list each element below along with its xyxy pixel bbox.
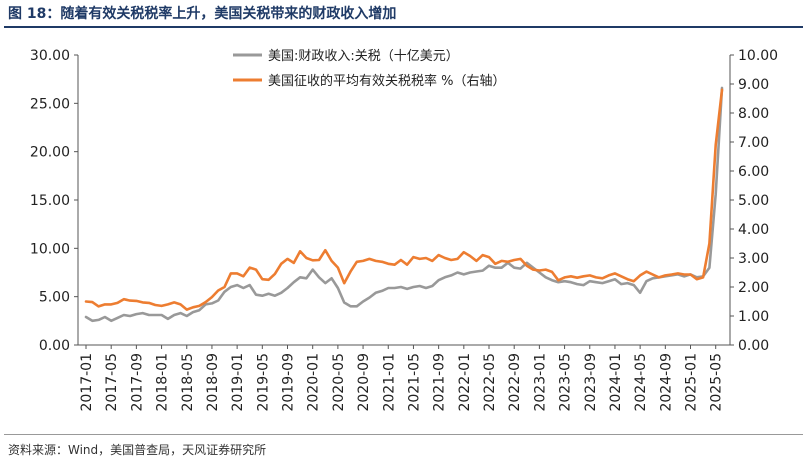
x-tick-label: 2020-05 bbox=[331, 353, 347, 412]
x-tick-label: 2019-01 bbox=[230, 353, 246, 412]
x-tick-label: 2024-09 bbox=[658, 353, 674, 412]
x-tick-label: 2023-05 bbox=[558, 353, 574, 412]
chart-series bbox=[84, 86, 724, 323]
x-tick-label: 2020-09 bbox=[356, 353, 372, 412]
x-tick-label: 2019-09 bbox=[281, 353, 297, 412]
x-tick-label: 2017-09 bbox=[129, 353, 145, 412]
x-tick-label: 2022-01 bbox=[457, 353, 473, 412]
x-tick-label: 2024-01 bbox=[608, 353, 624, 412]
x-tick-label: 2018-01 bbox=[155, 353, 171, 412]
y-tick-label-left: 30.00 bbox=[30, 48, 70, 64]
chart-legend: 美国:财政收入:关税（十亿美元） 美国征收的平均有效关税税率 %（右轴） bbox=[233, 49, 506, 89]
y-tick-label-right: 2.00 bbox=[738, 280, 769, 296]
x-tick-label: 2021-05 bbox=[406, 353, 422, 412]
y-tick-label-right: 9.00 bbox=[738, 77, 769, 93]
x-tick-label: 2019-05 bbox=[255, 353, 271, 412]
figure-title: 图 18：随着有效关税税率上升，美国关税带来的财政收入增加 bbox=[8, 6, 397, 22]
y-tick-label-left: 20.00 bbox=[30, 145, 70, 161]
y-tick-label-left: 15.00 bbox=[30, 193, 70, 209]
y-tick-label-right: 1.00 bbox=[738, 309, 769, 325]
y-tick-label-left: 10.00 bbox=[30, 241, 70, 257]
x-tick-label: 2017-05 bbox=[104, 353, 120, 412]
title-rule bbox=[4, 26, 803, 28]
y-tick-label-right: 4.00 bbox=[738, 222, 769, 238]
y-tick-label-right: 7.00 bbox=[738, 135, 769, 151]
figure-source: 资料来源：Wind，美国普查局，天风证券研究所 bbox=[8, 443, 267, 457]
x-tick-label: 2020-01 bbox=[306, 353, 322, 412]
x-tick-label: 2017-01 bbox=[79, 353, 95, 412]
x-tick-label: 2025-01 bbox=[684, 353, 700, 412]
chart-axes: 0.00 5.00 10.00 15.00 20.00 25.00 30.00 0.00 1.0… bbox=[30, 48, 778, 412]
x-tick-label: 2021-09 bbox=[432, 353, 448, 412]
y-tick-label-right: 3.00 bbox=[738, 251, 769, 267]
y-tick-label-left: 25.00 bbox=[30, 96, 70, 112]
legend-label: 美国征收的平均有效关税税率 %（右轴） bbox=[268, 73, 506, 89]
x-tick-label: 2025-05 bbox=[709, 353, 725, 412]
x-tick-label: 2023-09 bbox=[583, 353, 599, 412]
x-tick-label: 2022-05 bbox=[482, 353, 498, 412]
y-tick-label-right: 0.00 bbox=[738, 338, 769, 354]
y-tick-label-right: 5.00 bbox=[738, 193, 769, 209]
x-tick-label: 2022-09 bbox=[507, 353, 523, 412]
legend-label: 美国:财政收入:关税（十亿美元） bbox=[268, 49, 459, 64]
y-tick-label-left: 0.00 bbox=[39, 338, 70, 354]
source-rule bbox=[4, 434, 803, 435]
y-tick-label-right: 8.00 bbox=[738, 106, 769, 122]
x-tick-label: 2018-05 bbox=[180, 353, 196, 412]
y-tick-label-right: 10.00 bbox=[738, 48, 778, 64]
x-tick-label: 2018-09 bbox=[205, 353, 221, 412]
y-tick-label-left: 5.00 bbox=[39, 290, 70, 306]
series-line-effective-tariff-rate bbox=[84, 88, 724, 311]
x-tick-label: 2024-05 bbox=[633, 353, 649, 412]
series-line-tariff-revenue bbox=[84, 86, 724, 323]
y-tick-label-right: 6.00 bbox=[738, 164, 769, 180]
x-tick-label: 2023-01 bbox=[532, 353, 548, 412]
x-tick-label: 2021-01 bbox=[381, 353, 397, 412]
